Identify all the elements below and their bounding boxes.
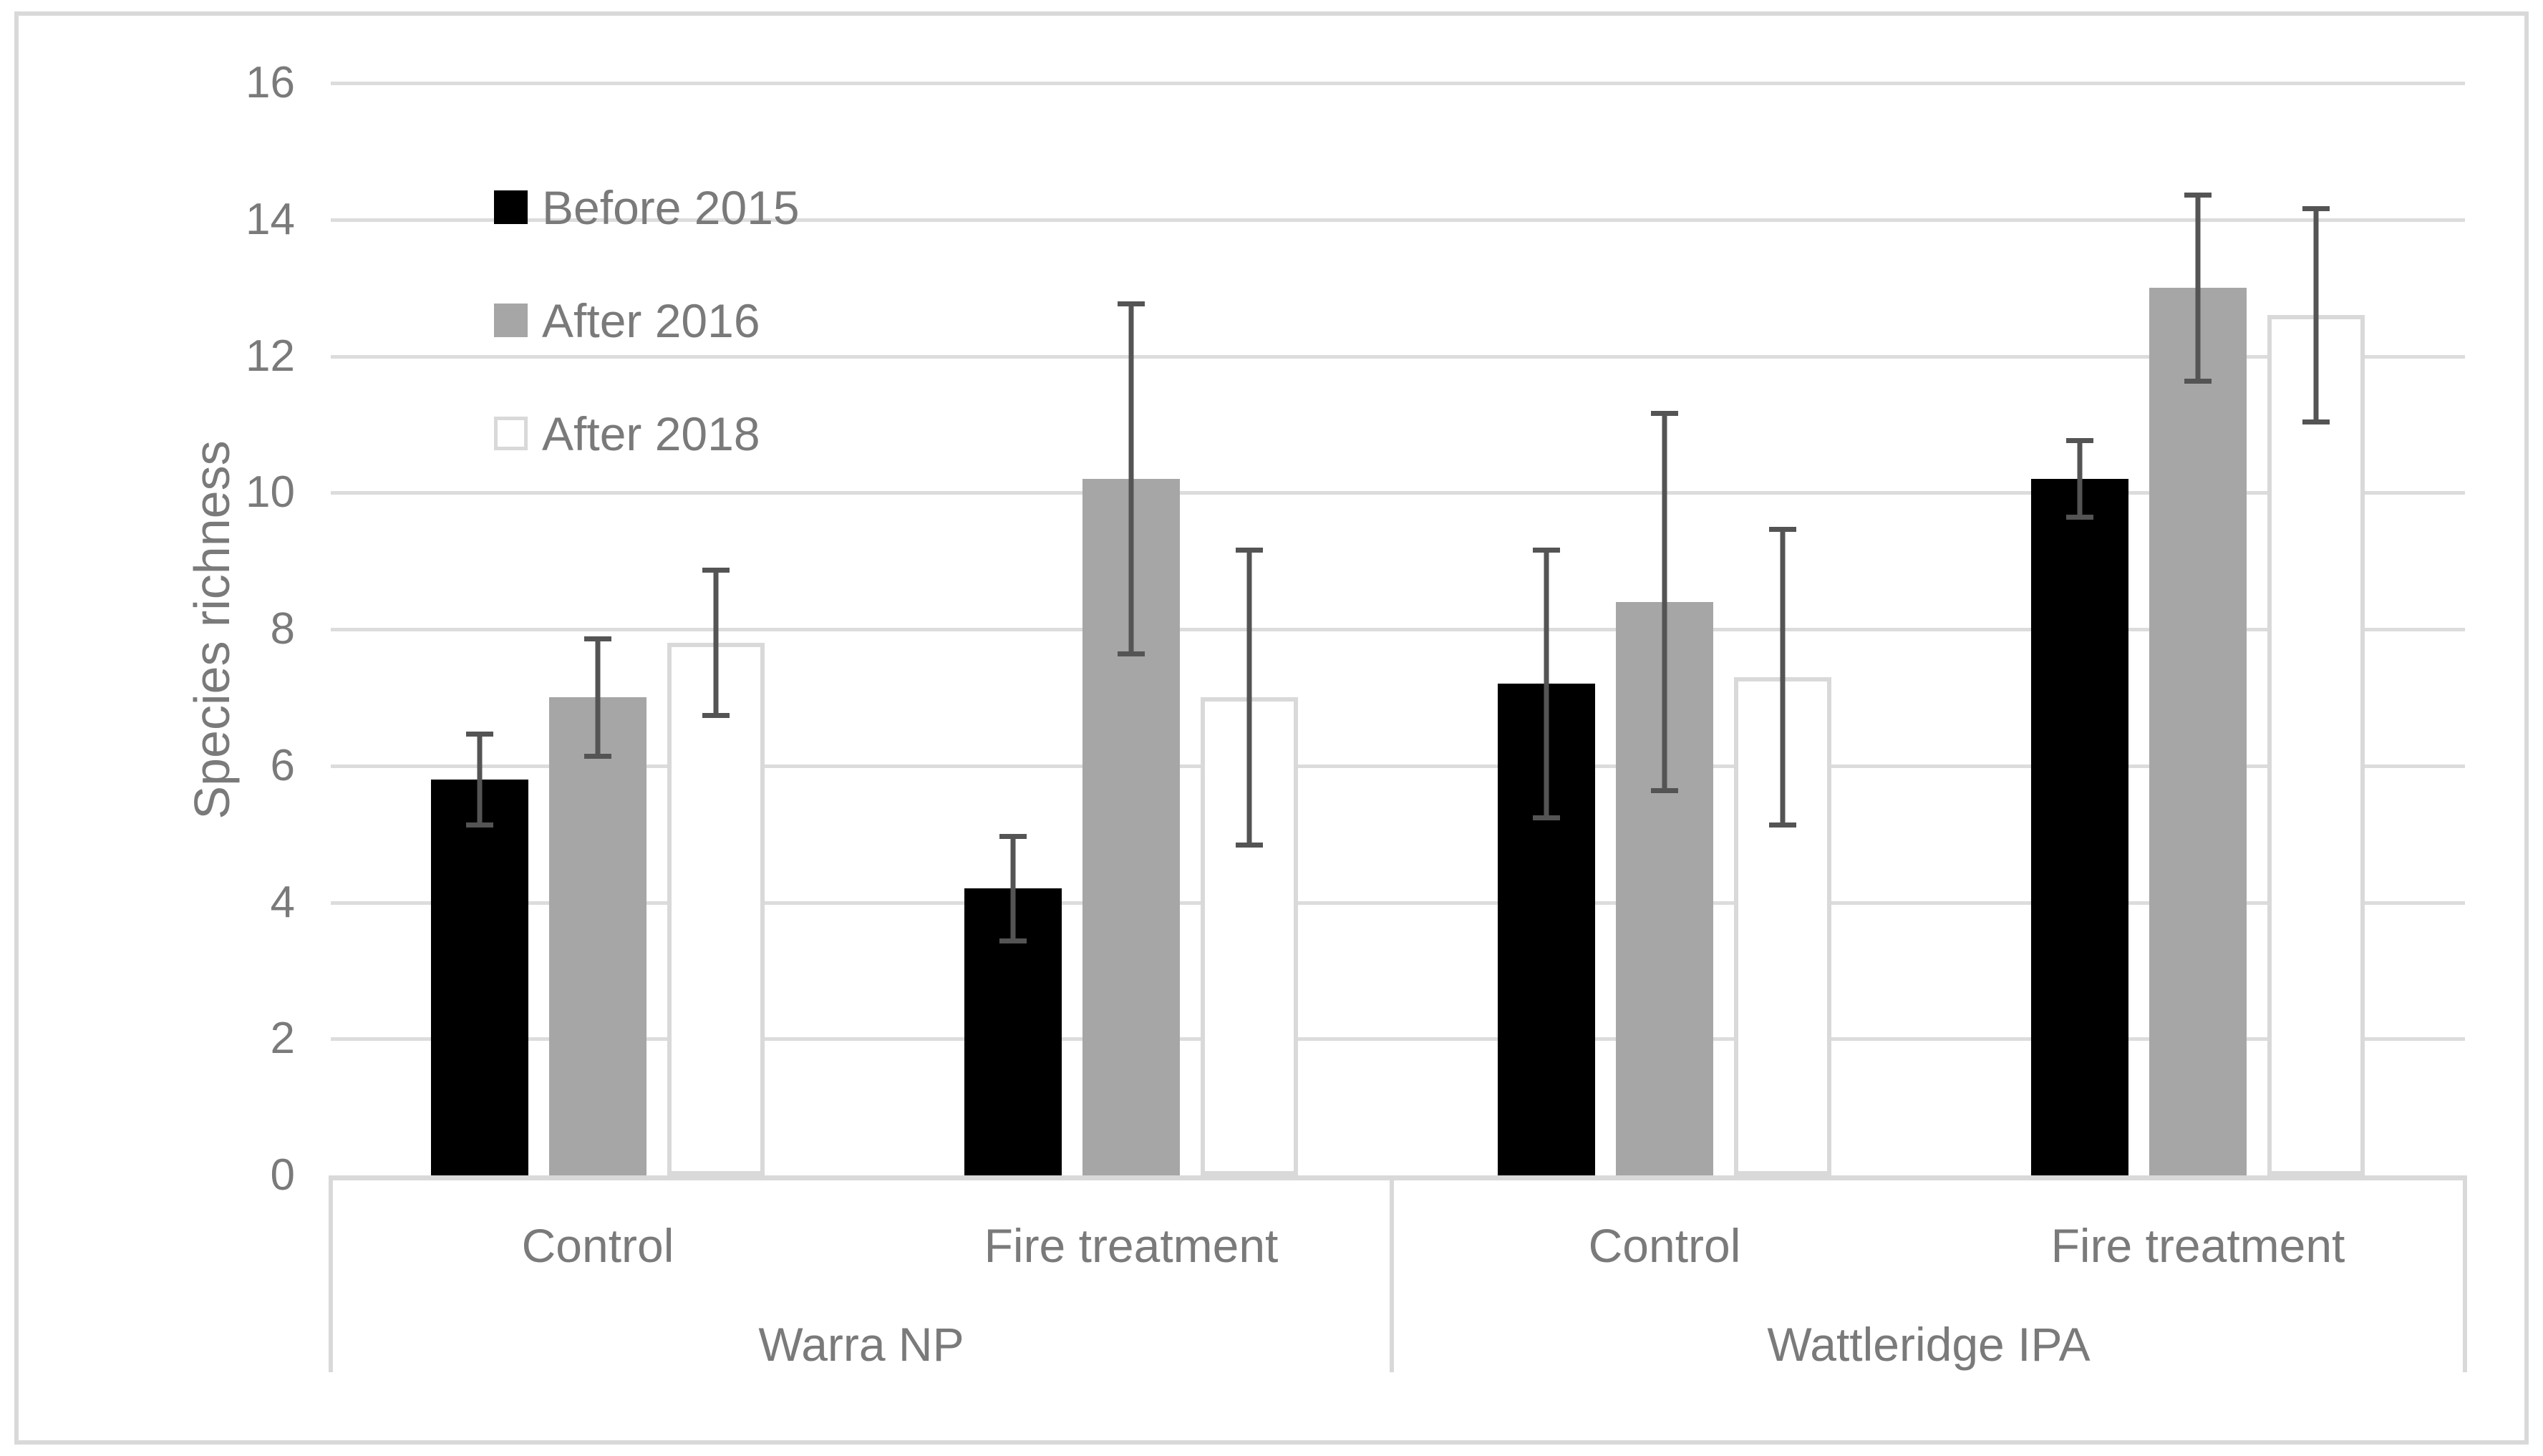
error-cap-top bbox=[702, 568, 730, 573]
error-cap-bottom bbox=[465, 822, 493, 828]
error-bar-after-2018-group4 bbox=[2302, 205, 2330, 424]
legend-swatch-after-2018 bbox=[494, 417, 528, 450]
gridline-10 bbox=[331, 491, 2465, 495]
y-tick-label-6: 6 bbox=[270, 740, 295, 790]
error-cap-top bbox=[1235, 547, 1263, 553]
error-whisker bbox=[713, 568, 719, 718]
error-cap-top bbox=[1117, 301, 1145, 307]
error-cap-bottom bbox=[2184, 378, 2212, 384]
error-whisker bbox=[477, 732, 483, 828]
error-whisker bbox=[1128, 301, 1134, 657]
error-bar-after-2018-group1 bbox=[702, 568, 730, 718]
error-cap-bottom bbox=[1533, 815, 1561, 821]
error-whisker bbox=[1662, 410, 1667, 793]
legend-item-after-2018: After 2018 bbox=[494, 405, 800, 462]
error-whisker bbox=[2313, 205, 2319, 424]
y-tick-label-12: 12 bbox=[246, 331, 295, 381]
error-bar-after-2016-group2 bbox=[1117, 301, 1145, 657]
bar-before-2015-group1 bbox=[430, 779, 528, 1175]
bar-after-2018-group4 bbox=[2267, 315, 2365, 1175]
gridline-8 bbox=[331, 628, 2465, 631]
error-whisker bbox=[1780, 526, 1786, 828]
error-cap-bottom bbox=[999, 938, 1027, 943]
error-bar-before-2015-group1 bbox=[465, 732, 493, 828]
error-whisker bbox=[1544, 547, 1549, 821]
error-cap-bottom bbox=[2066, 515, 2094, 520]
error-cap-top bbox=[465, 732, 493, 737]
error-cap-top bbox=[2302, 205, 2330, 211]
gridline-2 bbox=[331, 1037, 2465, 1042]
y-tick-label-14: 14 bbox=[246, 194, 295, 244]
legend-item-before-2015: Before 2015 bbox=[494, 179, 800, 236]
category-divider-left bbox=[329, 1175, 333, 1372]
site-label-wattleridge-ipa: Wattleridge IPA bbox=[1767, 1318, 2091, 1371]
legend-item-after-2016: After 2016 bbox=[494, 292, 800, 349]
error-cap-bottom bbox=[1651, 787, 1679, 793]
error-whisker bbox=[595, 636, 601, 759]
error-cap-bottom bbox=[1117, 651, 1145, 657]
legend-label-before-2015: Before 2015 bbox=[542, 180, 800, 234]
gridline-14 bbox=[331, 218, 2465, 222]
error-cap-top bbox=[2184, 192, 2212, 198]
error-bar-after-2016-group3 bbox=[1651, 410, 1679, 793]
y-axis-title: Species richness bbox=[184, 440, 240, 820]
error-cap-top bbox=[999, 834, 1027, 840]
error-bar-before-2015-group3 bbox=[1533, 547, 1561, 821]
bar-after-2016-group4 bbox=[2149, 288, 2247, 1175]
error-whisker bbox=[1246, 547, 1252, 848]
error-bar-after-2018-group3 bbox=[1769, 526, 1797, 828]
error-bar-after-2016-group4 bbox=[2184, 192, 2212, 384]
treatment-label-warra-fire: Fire treatment bbox=[984, 1219, 1279, 1272]
y-tick-label-16: 16 bbox=[246, 58, 295, 107]
gridline-12 bbox=[331, 354, 2465, 359]
bar-after-2016-group1 bbox=[548, 697, 646, 1175]
category-divider-right bbox=[2463, 1175, 2467, 1372]
treatment-label-warra-control: Control bbox=[521, 1219, 674, 1272]
error-whisker bbox=[2195, 192, 2201, 384]
y-tick-label-10: 10 bbox=[246, 467, 295, 518]
error-cap-top bbox=[2066, 437, 2094, 443]
error-bar-before-2015-group2 bbox=[999, 834, 1027, 943]
category-divider-middle bbox=[1390, 1175, 1394, 1372]
error-cap-bottom bbox=[1235, 843, 1263, 848]
y-tick-label-8: 8 bbox=[270, 604, 295, 654]
error-cap-bottom bbox=[2302, 419, 2330, 424]
y-tick-label-4: 4 bbox=[270, 877, 295, 927]
gridline-16 bbox=[331, 82, 2465, 85]
x-axis-line bbox=[331, 1175, 2465, 1180]
y-tick-label-2: 2 bbox=[270, 1014, 295, 1064]
legend-swatch-before-2015 bbox=[494, 190, 528, 224]
error-cap-top bbox=[583, 636, 611, 641]
legend-swatch-after-2016 bbox=[494, 304, 528, 337]
error-whisker bbox=[1010, 834, 1016, 943]
bar-after-2018-group1 bbox=[667, 643, 765, 1175]
bar-before-2015-group4 bbox=[2031, 479, 2129, 1175]
error-cap-bottom bbox=[583, 754, 611, 759]
error-cap-top bbox=[1533, 547, 1561, 553]
error-bar-after-2016-group1 bbox=[583, 636, 611, 759]
treatment-label-wattleridge-fire: Fire treatment bbox=[2050, 1219, 2345, 1272]
legend-label-after-2018: After 2018 bbox=[542, 407, 760, 460]
site-label-warra-np: Warra NP bbox=[758, 1318, 964, 1371]
error-bar-after-2018-group2 bbox=[1235, 547, 1263, 848]
gridline-6 bbox=[331, 764, 2465, 768]
error-cap-top bbox=[1769, 526, 1797, 532]
legend-label-after-2016: After 2016 bbox=[542, 293, 760, 347]
error-whisker bbox=[2077, 437, 2083, 520]
gridline-4 bbox=[331, 901, 2465, 905]
y-tick-label-0: 0 bbox=[270, 1150, 295, 1200]
error-bar-before-2015-group4 bbox=[2066, 437, 2094, 520]
error-cap-top bbox=[1651, 410, 1679, 416]
figure-border bbox=[14, 11, 2529, 1445]
treatment-label-wattleridge-control: Control bbox=[1588, 1219, 1741, 1272]
error-cap-bottom bbox=[702, 712, 730, 718]
legend: Before 2015 After 2016 After 2018 bbox=[494, 179, 800, 518]
error-cap-bottom bbox=[1769, 822, 1797, 828]
